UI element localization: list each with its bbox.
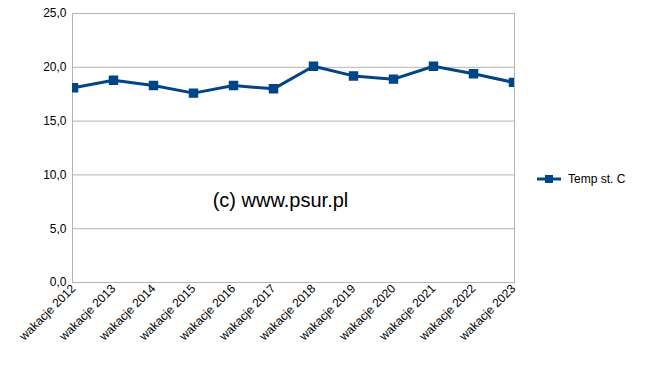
svg-text:wakacje 2015: wakacje 2015 xyxy=(136,281,199,344)
svg-text:20,0: 20,0 xyxy=(43,60,67,74)
svg-text:wakacje 2022: wakacje 2022 xyxy=(416,281,479,344)
svg-text:5,0: 5,0 xyxy=(50,222,67,236)
svg-text:wakacje 2014: wakacje 2014 xyxy=(96,281,159,344)
svg-text:wakacje 2016: wakacje 2016 xyxy=(176,281,239,344)
svg-text:wakacje 2020: wakacje 2020 xyxy=(336,281,399,344)
svg-text:wakacje 2023: wakacje 2023 xyxy=(456,281,519,344)
svg-text:0,0: 0,0 xyxy=(49,275,67,290)
svg-text:15,0: 15,0 xyxy=(43,114,67,128)
html-text:Temp st. C: Temp st. C xyxy=(568,172,626,186)
svg-text:wakacje 2021: wakacje 2021 xyxy=(376,281,439,344)
svg-text:wakacje 2019: wakacje 2019 xyxy=(296,281,359,344)
svg-text:wakacje 2017: wakacje 2017 xyxy=(216,281,279,344)
svg-text:25,0: 25,0 xyxy=(43,6,67,20)
svg-text:(c) www.psur.pl: (c) www.psur.pl xyxy=(213,189,349,211)
svg-text:wakacje 2012: wakacje 2012 xyxy=(16,281,79,344)
svg-text:10,0: 10,0 xyxy=(43,168,67,182)
svg-text:wakacje 2018: wakacje 2018 xyxy=(256,281,319,344)
svg-text:wakacje 2013: wakacje 2013 xyxy=(56,281,119,344)
